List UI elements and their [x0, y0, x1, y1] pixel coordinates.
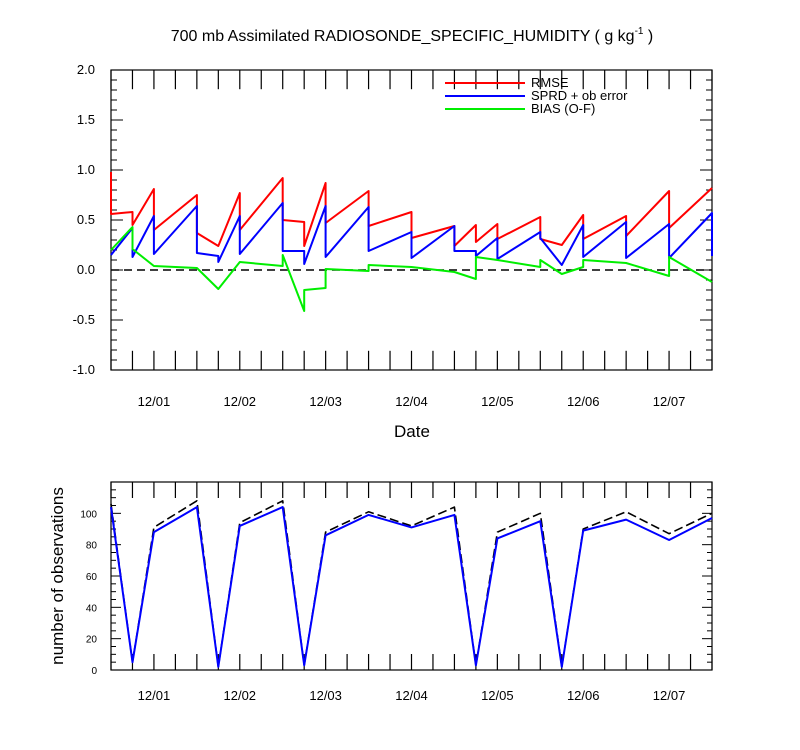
chart-title: 700 mb Assimilated RADIOSONDE_SPECIFIC_H…: [171, 26, 654, 45]
x-axis-title: Date: [394, 422, 430, 441]
plot-frame: [110, 481, 713, 671]
x-tick-label: 12/06: [567, 394, 600, 409]
y-tick-label: 100: [80, 509, 97, 520]
x-tick-label: 12/01: [138, 394, 171, 409]
y-tick-label: 0: [91, 666, 97, 677]
x-tick-label: 12/04: [395, 688, 428, 703]
bottom-chart-panel: number of observations 0 20 40 60 80 100 12/01…: [48, 481, 713, 703]
x-tick-label: 12/05: [481, 394, 514, 409]
bottom-series-group: [110, 499, 713, 668]
x-tick-label: 12/04: [395, 394, 428, 409]
series-line-sprd-ob-error: [110, 202, 713, 266]
legend-label: SPRD + ob error: [531, 88, 628, 103]
top-axes: -1.0 -0.5 0.0 0.5 1.0 1.5 2.0 12/01 12/02 12/03 12…: [73, 62, 713, 409]
x-tick-label: 12/03: [309, 688, 342, 703]
y-tick-label: 0.0: [77, 262, 95, 277]
x-tick-label: 12/03: [309, 394, 342, 409]
y-tick-label: 1.0: [77, 162, 95, 177]
series-line-observations-possible: [110, 499, 713, 668]
title-suffix: ): [643, 28, 653, 45]
x-tick-label: 12/02: [224, 688, 257, 703]
x-tick-label: 12/07: [653, 688, 686, 703]
y-tick-label: 1.5: [77, 112, 95, 127]
top-series-group: [110, 172, 713, 312]
legend-label: RMSE: [531, 75, 569, 90]
y-tick-label: 2.0: [77, 62, 95, 77]
y-axis-title: number of observations: [48, 487, 67, 665]
x-tick-label: 12/06: [567, 688, 600, 703]
title-superscript: -1: [635, 26, 644, 37]
top-chart-panel: 700 mb Assimilated RADIOSONDE_SPECIFIC_H…: [73, 26, 713, 441]
x-tick-label: 12/05: [481, 688, 514, 703]
legend-label: BIAS (O-F): [531, 101, 595, 116]
y-tick-label: 60: [86, 572, 98, 583]
y-tick-label: -1.0: [73, 362, 95, 377]
title-main: 700 mb Assimilated RADIOSONDE_SPECIFIC_H…: [171, 28, 635, 45]
y-tick-label: 20: [86, 635, 98, 646]
y-tick-label: -0.5: [73, 312, 95, 327]
y-tick-label: 80: [86, 541, 98, 552]
x-tick-label: 12/01: [138, 688, 171, 703]
y-tick-label: 40: [86, 603, 98, 614]
bottom-axes: 0 20 40 60 80 100 12/01 12/02 12/03 12/04 12/05 12/…: [80, 481, 713, 703]
y-tick-label: 0.5: [77, 212, 95, 227]
series-line-bias-o-f: [110, 226, 713, 312]
x-tick-label: 12/02: [224, 394, 257, 409]
x-tick-label: 12/07: [653, 394, 686, 409]
series-line-observations-used: [110, 506, 713, 668]
